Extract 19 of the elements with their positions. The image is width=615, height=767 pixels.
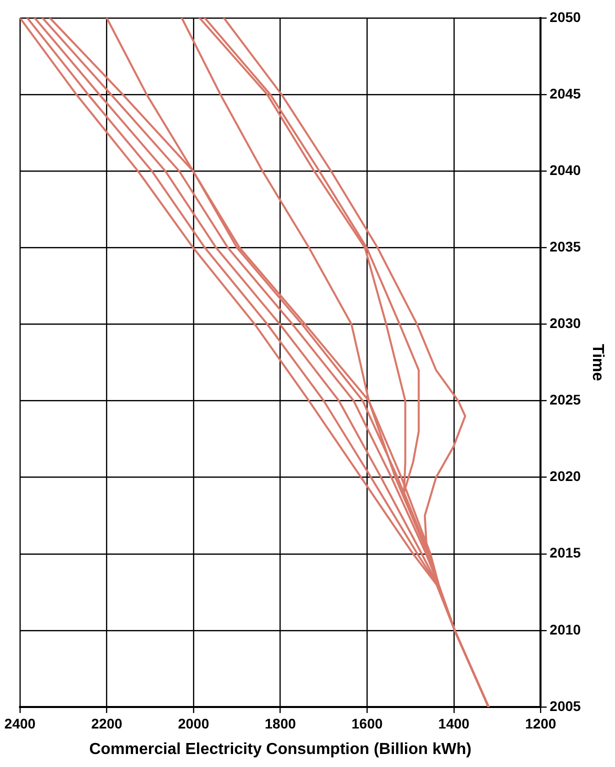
- y-tick-label: 2005: [550, 698, 582, 714]
- y-tick-label: 2050: [550, 8, 582, 25]
- x-tick-label: 1400: [438, 715, 470, 732]
- y-axis-title: Time: [588, 344, 606, 382]
- x-axis-title: Commercial Electricity Consumption (Billion kWh): [89, 740, 472, 758]
- y-tick-label: 2035: [550, 238, 582, 255]
- x-tick-label: 1600: [352, 715, 383, 732]
- x-tick-label: 1800: [264, 715, 296, 732]
- y-tick-label: 2025: [550, 392, 582, 408]
- y-tick-label: 2015: [550, 544, 582, 561]
- y-tick-label: 2010: [550, 621, 582, 638]
- x-tick-label: 2000: [178, 715, 210, 732]
- y-tick-label: 2045: [550, 85, 582, 102]
- y-tick-label: 2020: [550, 468, 582, 484]
- x-tick-label: 2200: [91, 715, 123, 732]
- y-tick-label: 2030: [550, 315, 582, 332]
- x-tick-label: 2400: [4, 715, 36, 732]
- y-tick-label: 2040: [550, 162, 582, 178]
- x-tick-label: 1200: [525, 715, 556, 732]
